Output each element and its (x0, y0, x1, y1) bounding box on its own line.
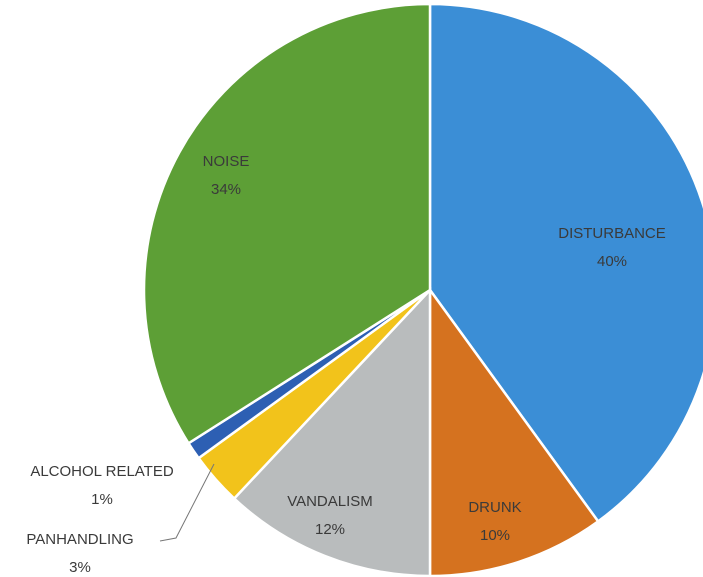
slice-label: DRUNK (468, 499, 521, 516)
pie-slice (428, 286, 600, 577)
pie-slice (232, 286, 432, 577)
slice-value: 10% (480, 527, 510, 544)
pie-slice (142, 2, 432, 445)
pie-slice (428, 2, 703, 524)
slice-value: 12% (315, 521, 345, 538)
slice-value: 1% (91, 491, 113, 508)
leader-line (159, 463, 215, 542)
slice-label: NOISE (203, 153, 250, 170)
slice-label: PANHANDLING (26, 531, 133, 548)
slice-value: 3% (69, 559, 91, 576)
slice-label: VANDALISM (287, 493, 373, 510)
slice-value: 40% (597, 253, 627, 270)
slice-label: ALCOHOL RELATED (30, 463, 174, 480)
slice-value: 34% (211, 181, 241, 198)
slice-label: DISTURBANCE (558, 225, 666, 242)
